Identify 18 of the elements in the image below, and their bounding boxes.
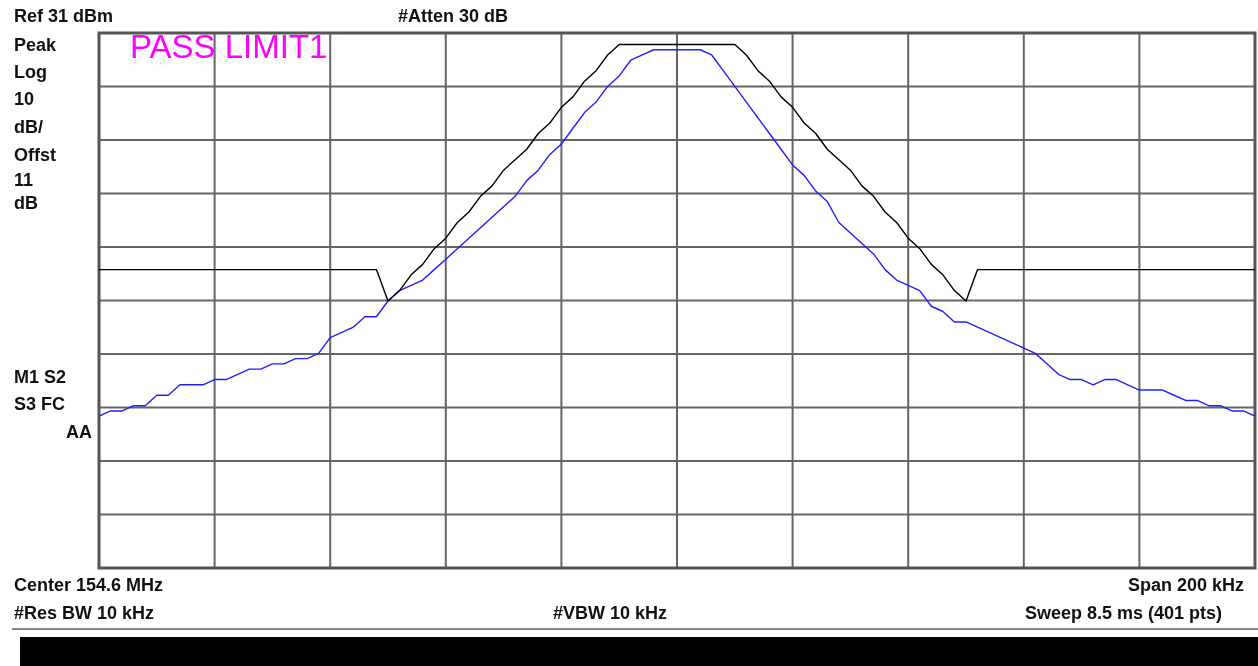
- text: dB: [14, 192, 38, 214]
- text: 11: [14, 169, 34, 191]
- text: Offst: [14, 144, 56, 166]
- text: 10: [14, 88, 35, 110]
- text: Center 154.6 MHz: [14, 574, 164, 596]
- text: Sweep 8.5 ms (401 pts): [1024, 602, 1222, 624]
- text: AA: [66, 421, 92, 443]
- text: S3 FC: [14, 393, 66, 415]
- text: #VBW 10 kHz: [553, 602, 668, 624]
- text: Peak: [14, 34, 57, 56]
- text: Log: [14, 61, 47, 83]
- text: Ref 31 dBm: [14, 5, 114, 27]
- text: Span 200 kHz: [1127, 574, 1244, 596]
- text: dB/: [14, 116, 43, 138]
- text: M1 S2: [14, 366, 67, 388]
- text: #Atten 30 dB: [398, 5, 509, 27]
- text: #Res BW 10 kHz: [14, 602, 155, 624]
- annotation: PASS LIMIT1: [130, 28, 328, 65]
